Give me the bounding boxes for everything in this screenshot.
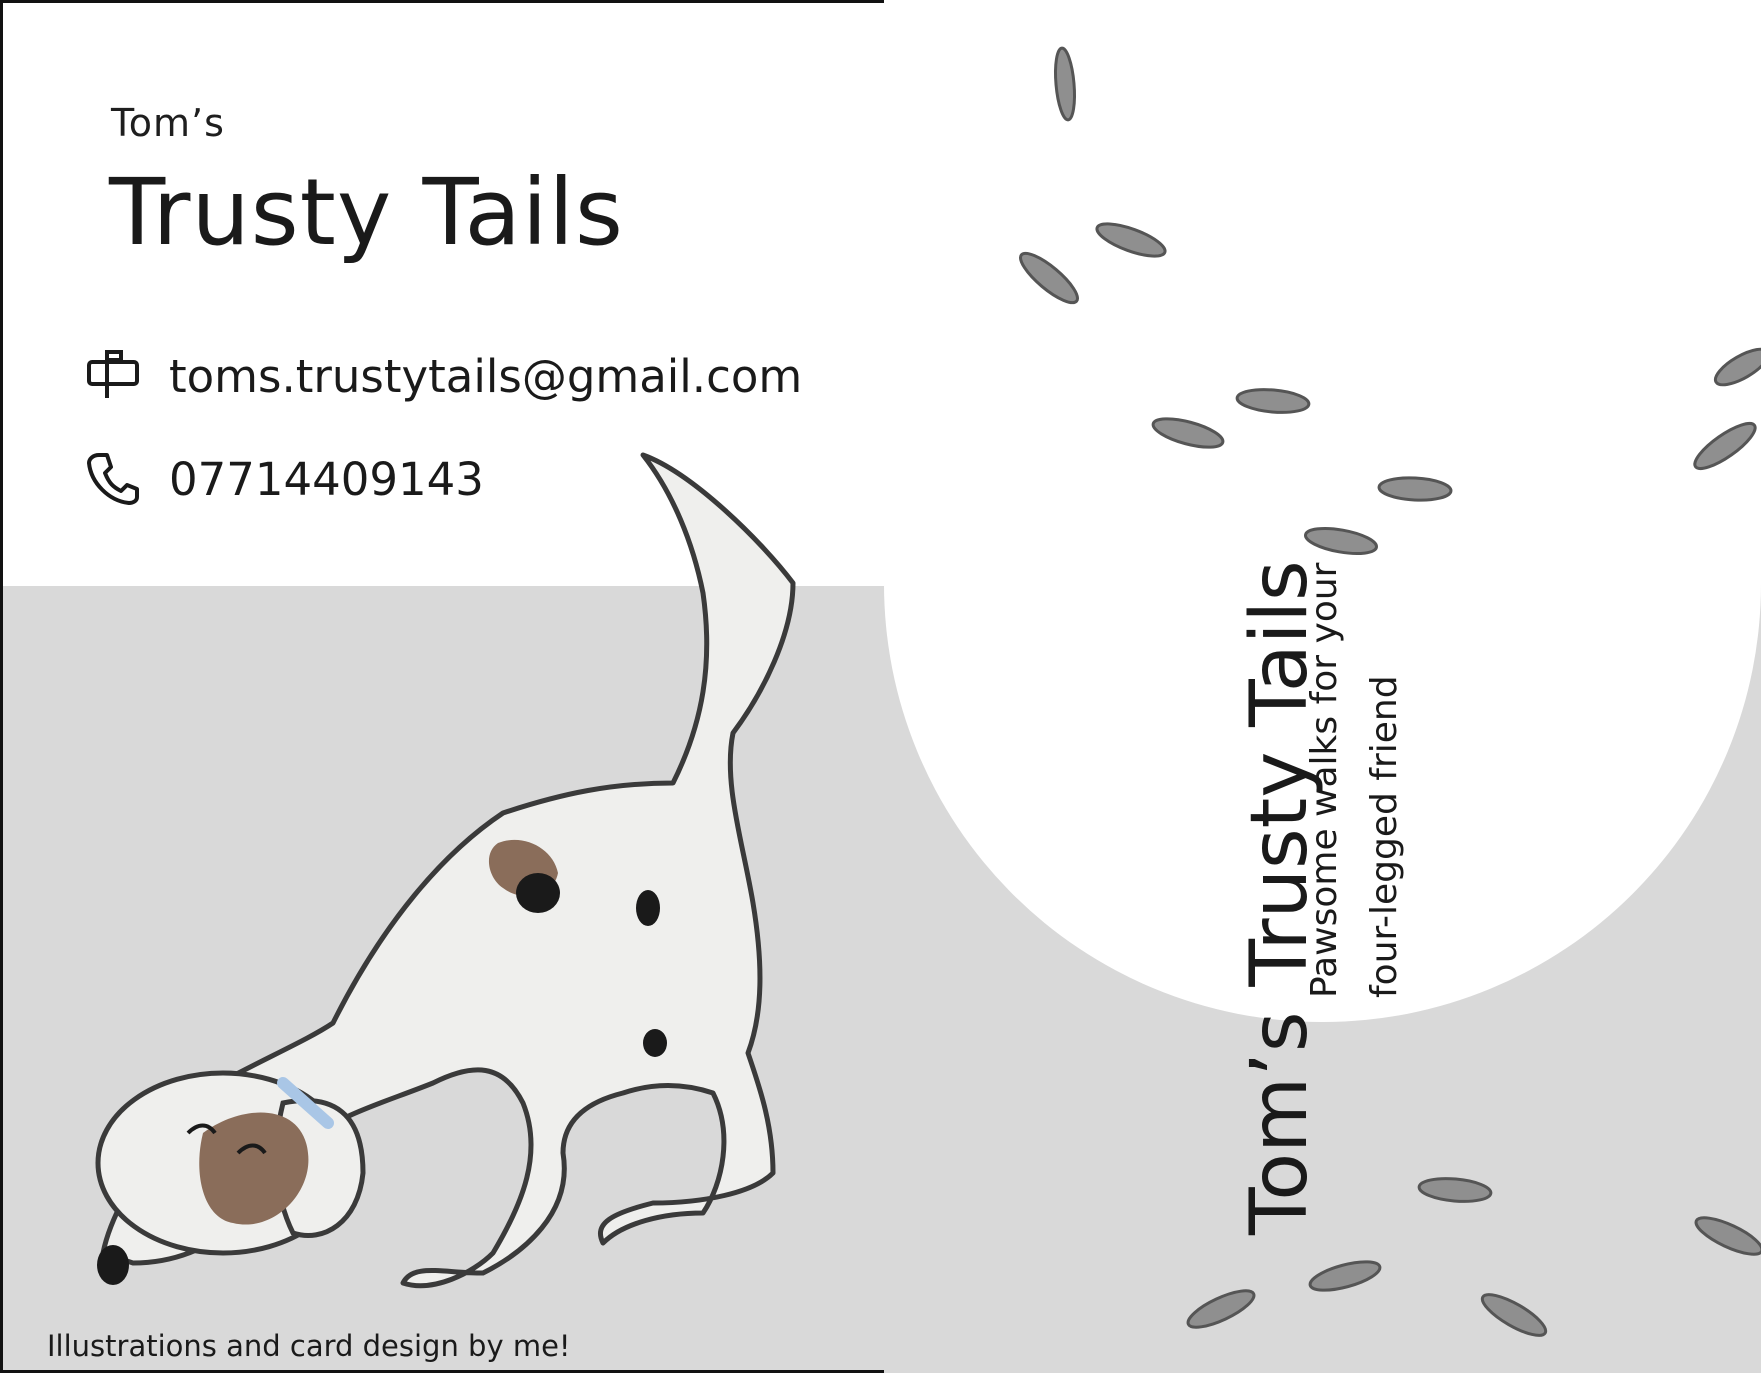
paw-print [1235, 388, 1311, 414]
paw-print [1019, 251, 1079, 305]
business-card-back [884, 0, 1761, 1373]
brand-large-name: Trusty Tails [109, 159, 624, 266]
white-arch [884, 0, 1761, 1022]
business-card-front: Tom’s Trusty Tails toms.trustytails@gmai… [0, 0, 884, 1373]
email-address: toms.trustytails@gmail.com [169, 349, 803, 403]
dog-eye-patch [199, 1112, 309, 1225]
dog-brow [186, 1123, 217, 1135]
paw-print [1308, 1260, 1382, 1292]
tagline-line-2: four-legged friend [1364, 675, 1405, 998]
paw-prints-trail [1019, 46, 1761, 1337]
tagline-line-1: Pawsome walks for your [1304, 562, 1345, 998]
dog-collar [277, 1077, 334, 1129]
paw-print [1694, 1216, 1761, 1256]
paw-print [1095, 222, 1167, 258]
paw-print [1713, 347, 1761, 387]
dog-eye [236, 1143, 267, 1155]
paw-print [1186, 1289, 1256, 1329]
vertical-tagline: Pawsome walks for your four-legged frien… [1295, 563, 1415, 998]
design-credit: Illustrations and card design by me! [47, 1329, 571, 1363]
dog-spot-black-1 [516, 873, 560, 913]
mailbox-icon [87, 350, 139, 398]
paw-print [1054, 46, 1076, 122]
phone-icon [87, 453, 139, 505]
paw-print [1480, 1293, 1548, 1337]
dog-spot-black-2 [636, 890, 660, 926]
paw-print [1377, 476, 1453, 502]
email-row: toms.trustytails@gmail.com [85, 348, 802, 404]
dog-spot-black-3 [643, 1029, 667, 1057]
phone-row: 07714409143 [85, 451, 484, 507]
paw-print [1303, 526, 1379, 556]
paw-print [1417, 1177, 1493, 1203]
dog-nose [97, 1245, 129, 1285]
phone-number: 07714409143 [169, 452, 484, 506]
brand-small-name: Tom’s [111, 101, 225, 145]
dog-illustration [95, 452, 796, 1289]
paw-print [1693, 421, 1757, 471]
paw-print [1151, 417, 1225, 449]
dog-body [100, 452, 796, 1289]
